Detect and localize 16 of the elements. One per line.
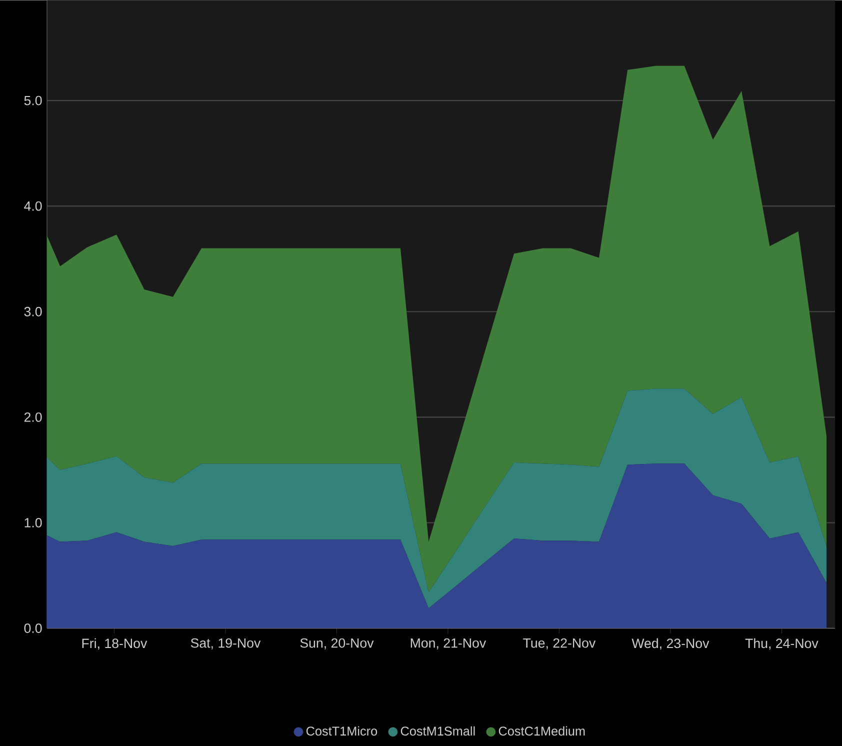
legend-label: CostM1Small <box>400 726 475 736</box>
x-tick-label: Sat, 19-Nov <box>190 638 261 650</box>
y-tick-label: 1.0 <box>24 518 42 528</box>
y-tick-label: 5.0 <box>24 96 42 106</box>
x-tick-label: Thu, 24-Nov <box>745 638 818 650</box>
y-tick-label: 4.0 <box>24 201 42 211</box>
y-tick-label: 3.0 <box>24 306 42 316</box>
x-tick-label: Wed, 23-Nov <box>632 638 710 650</box>
y-tick-label: 0.0 <box>24 623 42 633</box>
legend-label: CostT1Micro <box>306 726 378 736</box>
legend-label: CostC1Medium <box>498 726 585 736</box>
x-tick-label: Tue, 22-Nov <box>523 638 596 650</box>
x-tick-label: Mon, 21-Nov <box>410 638 486 650</box>
x-tick-label: Sun, 20-Nov <box>300 638 374 650</box>
x-tick-label: Fri, 18-Nov <box>82 638 148 650</box>
y-tick-label: 2.0 <box>24 412 42 422</box>
